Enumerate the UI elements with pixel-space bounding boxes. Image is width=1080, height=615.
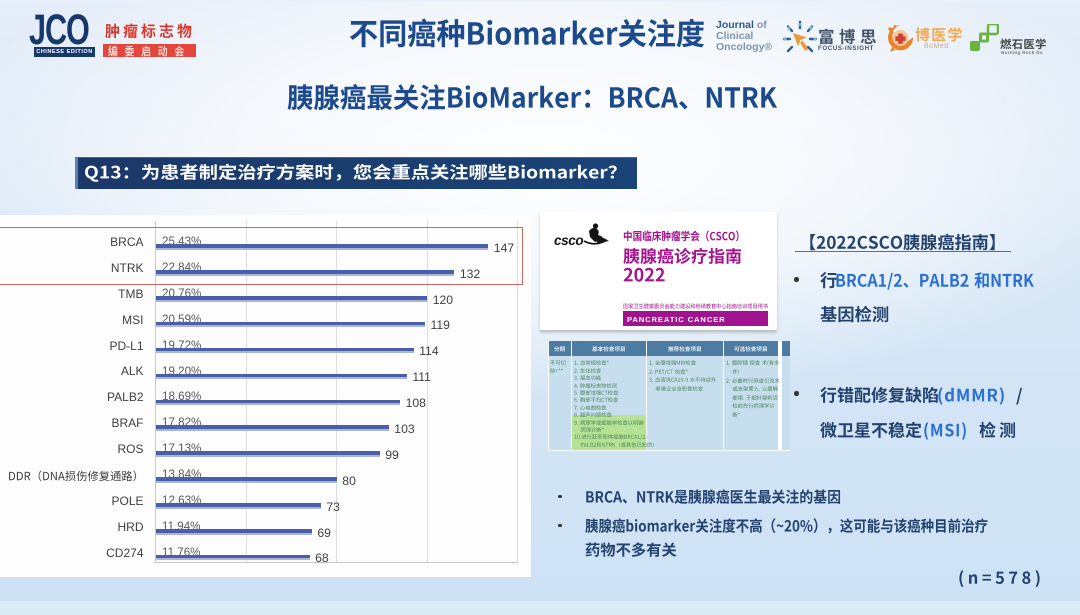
svg-text:csco: csco — [554, 233, 583, 248]
